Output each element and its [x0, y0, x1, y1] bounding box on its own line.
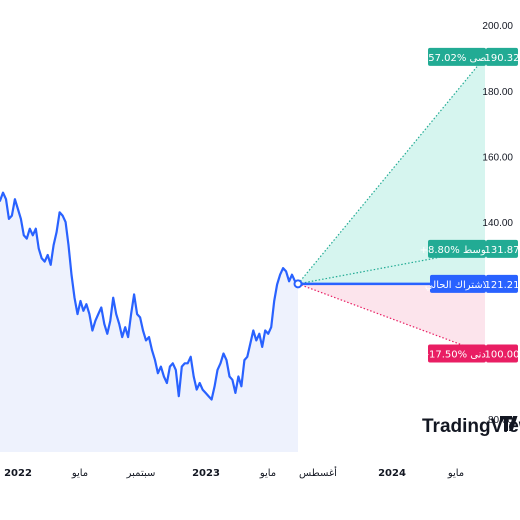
- projection-low-label-box: [428, 344, 486, 363]
- projection-low-label-text: ‎-17.50%‎ أدنى: [425, 347, 488, 360]
- x-tick-label: مايو: [447, 468, 464, 479]
- x-tick-label: مايو: [259, 468, 276, 479]
- current-point-marker: [293, 279, 303, 289]
- y-tick-label: 140.00: [482, 218, 513, 229]
- tradingview-logo-icon: [500, 416, 518, 431]
- current-value-tag-box: [486, 274, 518, 293]
- watermark-text: TradingView: [422, 416, 520, 437]
- x-tick-label: مايو: [71, 468, 88, 479]
- projection-average-value-text: 131.87: [485, 245, 520, 256]
- projection-average-label-text: ‎+8.80%‎ متوسط: [420, 245, 495, 256]
- price-line: [0, 191, 300, 401]
- x-axis: 2022 مايو سبتمبر 2023 مايو أغسطس 2024 مايو: [4, 466, 464, 479]
- x-tick-label: 2024: [378, 468, 406, 479]
- projection-low-value-box: [486, 344, 518, 363]
- projection-high-label-text: ‎+57.02%‎ أقصى: [420, 51, 494, 64]
- history-area: [0, 192, 298, 452]
- x-tick-label: سبتمبر: [126, 468, 156, 479]
- y-tick-label: 160.00: [482, 152, 513, 163]
- tradingview-logo: TradingView: [422, 416, 520, 437]
- y-tick-label: 200.00: [482, 21, 513, 32]
- projection-average-value-box: [486, 239, 518, 258]
- downside-zone: [298, 283, 485, 354]
- projection-high-value-box: [486, 47, 518, 66]
- projection-average-label-box: [428, 239, 486, 258]
- y-tick-label: 80.00: [488, 415, 513, 426]
- projection-low-value-text: 100.00: [485, 349, 520, 360]
- projection-high-value-text: 190.32: [485, 53, 520, 64]
- x-tick-label: 2022: [4, 468, 32, 479]
- y-tick-label: 180.00: [482, 87, 513, 98]
- y-axis: 200.00 180.00 160.00 140.00 80.00: [482, 21, 513, 426]
- current-value-tag-text: 121.21: [485, 280, 520, 291]
- projection-line-high: [297, 56, 486, 285]
- current-value-label-box: [430, 274, 486, 293]
- x-tick-label: 2023: [192, 468, 220, 479]
- projection-high-label-box: [428, 47, 486, 66]
- current-value-label-text: الاشتراك الحالي: [425, 280, 491, 291]
- x-tick-label: أغسطس: [299, 466, 337, 479]
